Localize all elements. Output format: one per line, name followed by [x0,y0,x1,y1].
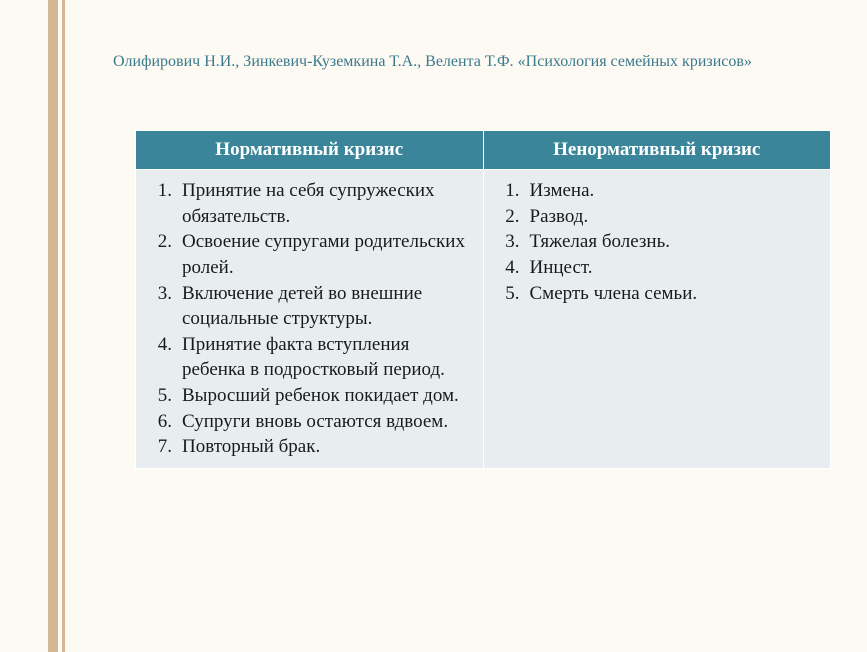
list-item: Смерть члена семьи. [492,281,817,307]
column-header-nonnormative: Ненормативный кризис [483,131,831,170]
list-item: Измена. [492,178,817,204]
decorative-stripe [48,0,58,652]
list-item: Выросший ребенок покидает дом. [144,383,469,409]
list-item: Принятие на себя супружеских обязательст… [144,178,469,229]
list-item: Супруги вновь остаются вдвоем. [144,409,469,435]
list-item: Принятие факта вступления ребенка в подр… [144,332,469,383]
normative-list: Принятие на себя супружеских обязательст… [144,178,469,460]
list-item: Повторный брак. [144,434,469,460]
cell-nonnormative: Измена. Развод. Тяжелая болезнь. Инцест.… [483,170,831,469]
column-header-normative: Нормативный кризис [136,131,484,170]
page-title: Олифирович Н.И., Зинкевич-Куземкина Т.А.… [113,52,847,73]
nonnormative-list: Измена. Развод. Тяжелая болезнь. Инцест.… [492,178,817,306]
cell-normative: Принятие на себя супружеских обязательст… [136,170,484,469]
crisis-table: Нормативный кризис Ненормативный кризис … [135,130,831,469]
list-item: Инцест. [492,255,817,281]
crisis-table-container: Нормативный кризис Ненормативный кризис … [135,130,831,469]
list-item: Включение детей во внешние социальные ст… [144,281,469,332]
list-item: Развод. [492,204,817,230]
list-item: Тяжелая болезнь. [492,229,817,255]
list-item: Освоение супругами родительских ролей. [144,229,469,280]
